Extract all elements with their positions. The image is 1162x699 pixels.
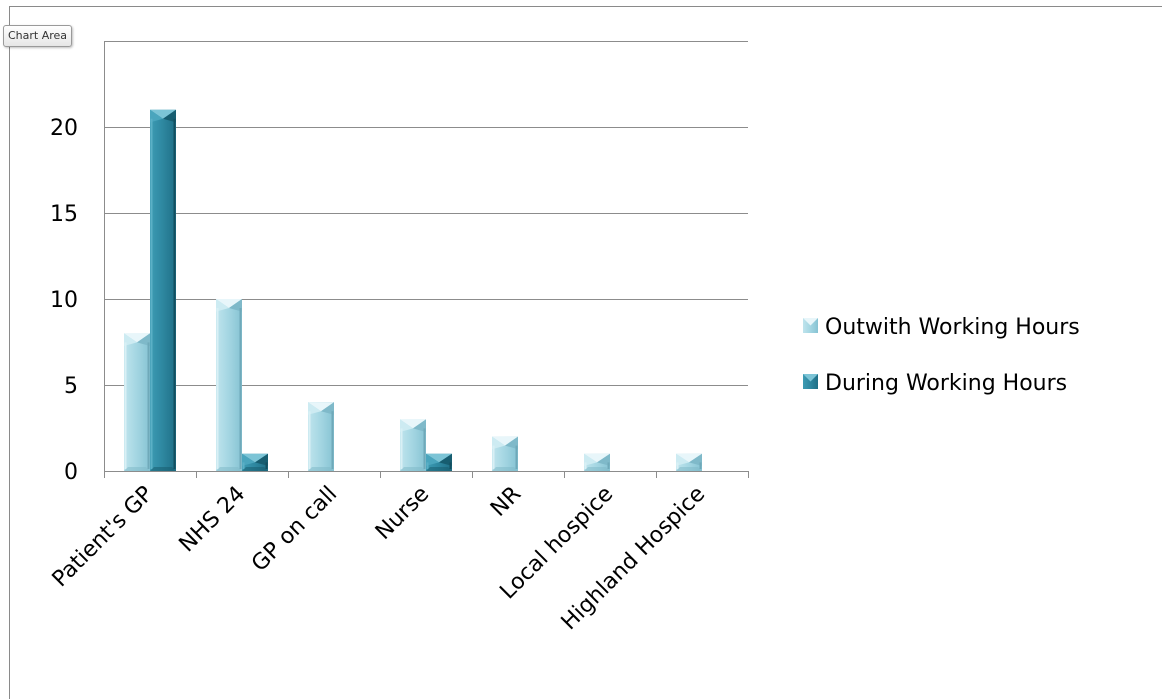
bar-bevel-left xyxy=(242,453,255,466)
bar xyxy=(124,333,150,471)
bar-bevel-left xyxy=(426,453,439,466)
bar-bevel-right xyxy=(163,109,176,123)
bar-bevel-left xyxy=(676,453,689,466)
bars xyxy=(124,109,702,472)
x-category-label: GP on call xyxy=(247,482,342,577)
bar-bevel-top xyxy=(242,453,268,463)
bar-bevel-bottom xyxy=(584,467,610,471)
bar-bevel-top xyxy=(584,453,610,463)
x-category-label: NHS 24 xyxy=(175,482,251,558)
bar xyxy=(308,402,334,471)
bar-bevel-bottom xyxy=(308,467,334,471)
bar-bevel-left xyxy=(584,453,597,466)
bar-bevel-bottom xyxy=(150,467,176,471)
bar-bevel-top xyxy=(308,402,334,412)
bar-bevel-bottom xyxy=(676,467,702,471)
bar-bevel-bottom xyxy=(426,467,452,471)
bar-bevel-right xyxy=(439,453,452,466)
gridlines xyxy=(104,41,748,386)
bar-bevel-left xyxy=(216,299,229,312)
bar-bevel-top xyxy=(400,419,426,429)
bar-bevel-top xyxy=(426,453,452,463)
legend-label: Outwith Working Hours xyxy=(825,315,1080,340)
bar-bevel-right xyxy=(505,436,518,450)
x-category-label: NR xyxy=(486,482,526,522)
y-tick-label: 15 xyxy=(50,202,78,227)
bar-bevel-top xyxy=(492,436,518,446)
bar xyxy=(426,453,452,471)
chart-area-border-top xyxy=(9,6,1162,7)
bar-bevel-top xyxy=(124,333,150,343)
x-category-label: Nurse xyxy=(371,482,434,545)
bar-bevel-right xyxy=(413,419,426,432)
y-tick-label: 0 xyxy=(64,460,78,485)
bar-body xyxy=(150,109,176,472)
bar-bevel-left xyxy=(308,402,321,415)
bar xyxy=(216,299,242,471)
legend-item: During Working Hours xyxy=(803,371,1067,396)
y-tick-label: 5 xyxy=(64,374,78,399)
bar-bevel-bottom xyxy=(400,467,426,471)
bar xyxy=(492,436,518,471)
bar xyxy=(242,453,268,471)
bar-bevel-top xyxy=(216,299,242,308)
legend[interactable]: Outwith Working Hours During Working Hour… xyxy=(803,315,1080,396)
bar-bevel-top xyxy=(150,109,176,119)
bar xyxy=(150,109,176,472)
bar-bevel-left xyxy=(150,109,163,123)
chart-area-border-left xyxy=(9,6,10,699)
bar-body xyxy=(124,333,150,471)
bar-bevel-bottom xyxy=(242,467,268,471)
bar-body xyxy=(308,402,334,471)
bar-bevel-left xyxy=(400,419,413,432)
bar-bevel-right xyxy=(229,299,242,312)
chart-area-tooltip: Chart Area xyxy=(3,25,73,47)
legend-label: During Working Hours xyxy=(825,371,1067,396)
bar-bevel-bottom xyxy=(492,467,518,471)
y-tick-label: 20 xyxy=(50,116,78,141)
legend-swatch-bevel xyxy=(803,374,818,382)
bar xyxy=(400,419,426,471)
bar-body xyxy=(216,299,242,471)
bar-bevel-left xyxy=(492,436,505,450)
legend-swatch-bevel xyxy=(803,318,818,326)
bar-bevel-bottom xyxy=(124,467,150,471)
bar xyxy=(584,453,610,471)
bar-bevel-right xyxy=(321,402,334,415)
bar-bevel-bottom xyxy=(216,467,242,471)
axes xyxy=(104,41,749,478)
bar-bevel-left xyxy=(124,333,137,346)
y-tick-label: 10 xyxy=(50,288,78,313)
bar xyxy=(676,453,702,471)
bar-bevel-right xyxy=(255,453,268,466)
x-category-label: Patient's GP xyxy=(48,482,159,593)
bar-bevel-top xyxy=(676,453,702,463)
bar-bevel-right xyxy=(689,453,702,466)
bar-bevel-right xyxy=(137,333,150,346)
bar-bevel-right xyxy=(597,453,610,466)
legend-item: Outwith Working Hours xyxy=(803,315,1080,340)
